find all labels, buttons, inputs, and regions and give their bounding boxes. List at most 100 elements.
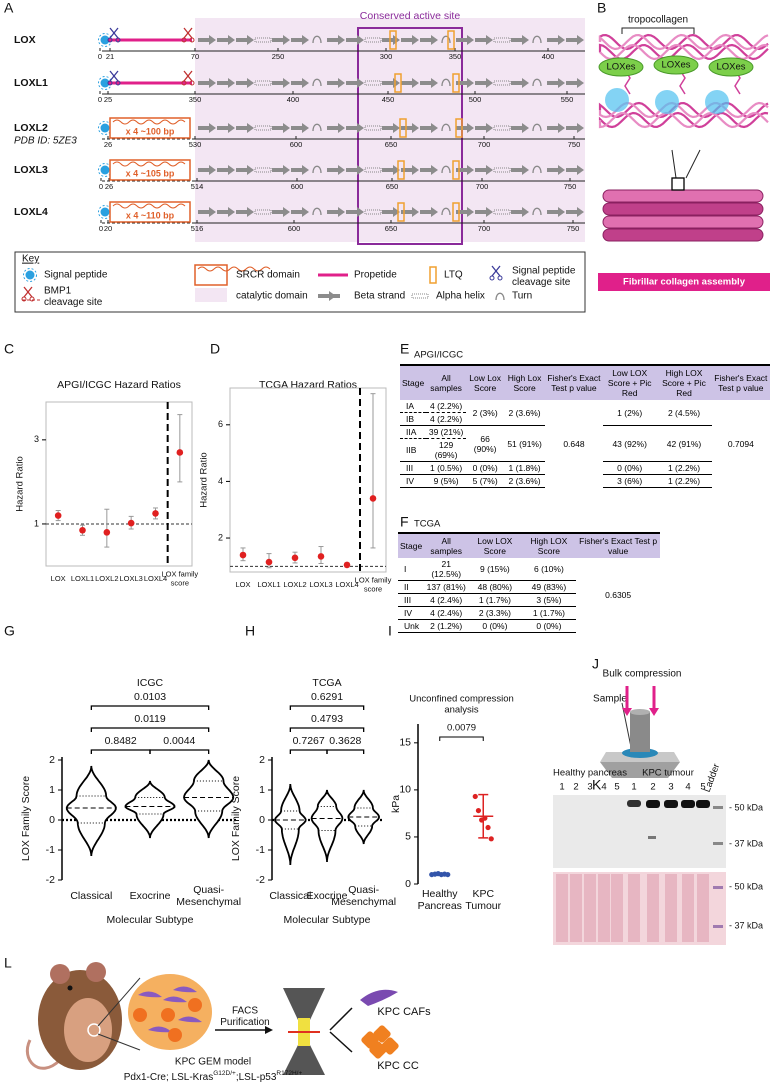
alpha-helix: [364, 80, 382, 86]
x-tick-label: Classical: [70, 890, 112, 902]
lane-label: 5: [700, 782, 705, 793]
group-label: KPC tumour: [642, 768, 694, 779]
key-label: LTQ: [444, 270, 463, 281]
beta-strand: [198, 35, 216, 45]
text-line: score: [364, 584, 382, 593]
beta-strand: [346, 78, 364, 88]
y-tick-label: 2: [49, 754, 55, 766]
cell: 0 (0%): [603, 461, 657, 475]
panel-letter: G: [4, 623, 15, 639]
beta-strand: [291, 35, 309, 45]
beta-strand: [475, 207, 493, 217]
sequence-tick-label: 0: [99, 224, 103, 233]
beta-strand: [401, 207, 419, 217]
sequence-tick-label: 700: [478, 140, 491, 149]
header-cell: Low Lox Score: [465, 365, 505, 400]
y-tick-label: 2: [259, 754, 265, 766]
p-value: 0.6291: [311, 691, 343, 703]
header-cell: High LOX Score: [521, 533, 577, 558]
key-beta-tail: [326, 294, 340, 298]
stage-cell: I: [398, 558, 425, 581]
scissors: [107, 80, 113, 86]
crosslink-glow: [605, 88, 629, 112]
scissors: [491, 265, 501, 277]
y-tick-label: 2: [218, 532, 223, 542]
table: Stage All samples Low Lox Score High Lox Sc…: [400, 364, 770, 488]
lox-label: LOXes: [606, 62, 635, 73]
cell: 1 (1.8%): [504, 461, 545, 475]
cell: 137 (81%): [424, 580, 469, 594]
assembly-label: Fibrillar collagen assembly: [623, 277, 746, 288]
ltq: [452, 160, 460, 180]
point: [475, 807, 482, 814]
table-row: IA 4 (2.2%) 2 (3%) 2 (3.6%) 0.648 1 (2%) 2 (4.…: [400, 400, 770, 449]
sequence-tick-label: 250: [272, 52, 285, 61]
header-cell: Low LOX Score + Pic Red: [603, 365, 657, 400]
beta-strand: [272, 207, 290, 217]
p-value: 0.0103: [134, 691, 166, 703]
beta-strand: [272, 35, 290, 45]
ltq: [452, 202, 460, 222]
beta-strand: [401, 78, 419, 88]
scissors: [189, 37, 195, 43]
header-cell: Low LOX Score: [468, 533, 522, 558]
x-tick-label: KPC Tumour: [465, 888, 501, 912]
lox-label: LOXes: [716, 62, 745, 73]
beta-strand: [217, 123, 235, 133]
point: [127, 519, 135, 527]
marker-label: - 37 kDa: [729, 838, 763, 848]
beta-strand: [456, 78, 474, 88]
y-tick-label: 3: [34, 434, 39, 444]
beta-strand: [346, 123, 364, 133]
ltq: [455, 118, 463, 138]
y-tick-label: 1: [259, 784, 265, 796]
beta-strand: [420, 165, 438, 175]
y-tick-label: -2: [46, 874, 55, 886]
text-line: Purification: [220, 1016, 269, 1027]
plunger: [630, 712, 650, 752]
beta-strand: [475, 78, 493, 88]
caf: [173, 986, 197, 993]
genotype-part: ;LSL-p53: [236, 1072, 277, 1083]
scissors: [107, 37, 113, 43]
table-body: I 21 (12.5%) 9 (15%) 6 (10%) 0.6305 II 137 (81…: [398, 558, 660, 633]
text-line: FACS: [232, 1005, 258, 1016]
text-line: Tumour: [465, 900, 501, 912]
table-title: APGI/ICGC: [414, 350, 463, 361]
signal-peptide: [100, 207, 110, 217]
beta-strand: [475, 123, 493, 133]
turn: [312, 123, 322, 132]
caf: [163, 996, 187, 1003]
beta-strand: [198, 123, 216, 133]
chart-title: TCGA Hazard Ratios: [259, 379, 357, 391]
key-catalytic: [195, 288, 227, 302]
lox-label: LOXes: [661, 60, 690, 71]
p-value: 0.4793: [311, 713, 343, 725]
stage-cell: IA: [400, 400, 427, 413]
sequence-tick-label: 26: [104, 140, 112, 149]
beta-strand: [236, 207, 254, 217]
turn: [312, 35, 322, 44]
text-line: Quasi-: [348, 884, 379, 896]
violin: [65, 765, 117, 857]
cell: 0 (0%): [465, 461, 505, 475]
genotype-part: Pdx1-Cre; LSL-Kras: [124, 1072, 213, 1083]
alpha-helix: [493, 209, 511, 215]
alpha-helix: [493, 167, 511, 173]
comparison-bracket: [289, 705, 365, 710]
cancer-cell: [188, 998, 202, 1012]
p-value: 0.3628: [329, 735, 361, 747]
point: [488, 836, 494, 842]
y-axis-label: Hazard Ratio: [15, 456, 26, 511]
stage-cell: II: [398, 580, 425, 594]
beta-strand: [547, 165, 565, 175]
y-tick-label: 1: [49, 784, 55, 796]
sequence-tick-label: 550: [561, 95, 574, 104]
table-title: TCGA: [414, 519, 441, 530]
collagen-helix: [598, 111, 769, 129]
text-line: score: [171, 578, 189, 587]
marker-label: - 37 kDa: [729, 920, 763, 930]
collagen-helix: [598, 111, 769, 129]
cell: 5 (7%): [465, 474, 505, 488]
table-head: Stage All samples Low LOX Score High LOX Sc…: [398, 533, 660, 558]
